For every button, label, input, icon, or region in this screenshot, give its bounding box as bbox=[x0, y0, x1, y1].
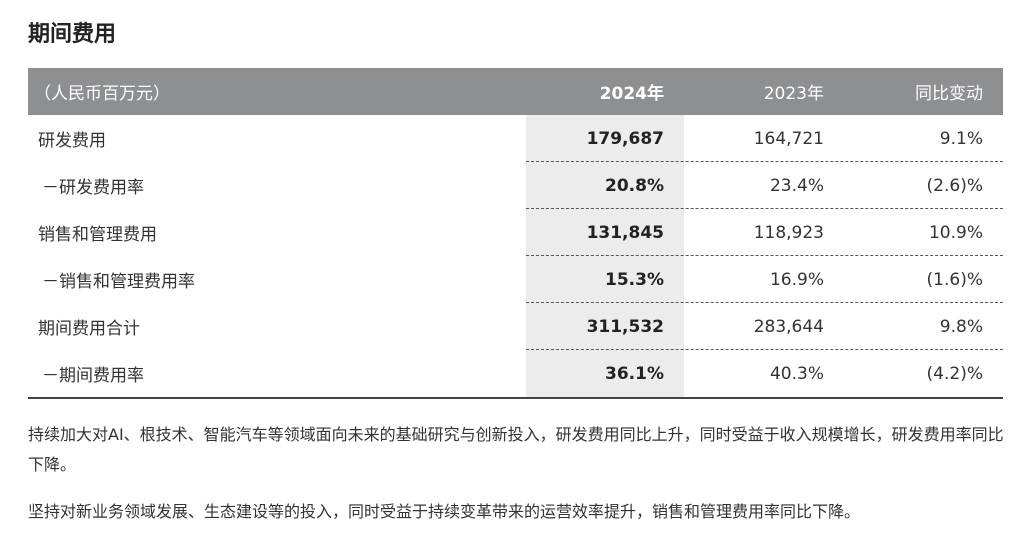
value-2024: 20.8% bbox=[526, 162, 684, 209]
row-label: －期间费用率 bbox=[42, 366, 144, 386]
header-unit: （人民币百万元） bbox=[34, 84, 170, 104]
value-yoy: 9.8% bbox=[939, 316, 983, 337]
value-2024: 179,687 bbox=[526, 115, 684, 162]
row-label: 期间费用合计 bbox=[38, 319, 140, 339]
table-row: 期间费用合计 311,532 283,644 9.8% bbox=[28, 303, 1003, 350]
value-2024: 311,532 bbox=[526, 303, 684, 350]
table-row: 销售和管理费用 131,845 118,923 10.9% bbox=[28, 209, 1003, 256]
value-2024: 131,845 bbox=[526, 209, 684, 256]
paragraph-sales: 坚持对新业务领域发展、生态建设等的投入，同时受益于持续变革带来的运营效率提升，销… bbox=[28, 502, 861, 521]
row-label: －研发费用率 bbox=[42, 178, 144, 198]
value-yoy: 10.9% bbox=[928, 222, 983, 243]
row-label: 研发费用 bbox=[38, 131, 106, 151]
value-2023: 164,721 bbox=[753, 128, 824, 149]
value-2024: 15.3% bbox=[526, 256, 684, 303]
row-label: －销售和管理费用率 bbox=[42, 272, 195, 292]
row-label: 销售和管理费用 bbox=[38, 225, 157, 245]
value-yoy: (1.6)% bbox=[926, 269, 983, 290]
value-2023: 16.9% bbox=[769, 269, 824, 290]
value-2024: 36.1% bbox=[526, 350, 684, 397]
header-yoy: 同比变动 bbox=[915, 84, 983, 104]
table-row: －销售和管理费用率 15.3% 16.9% (1.6)% bbox=[28, 256, 1003, 303]
value-2023: 118,923 bbox=[753, 222, 824, 243]
value-yoy: 9.1% bbox=[939, 128, 983, 149]
section-title: 期间费用 bbox=[28, 22, 117, 47]
header-2023: 2023年 bbox=[763, 84, 824, 104]
value-2023: 23.4% bbox=[769, 175, 824, 196]
table-row: －期间费用率 36.1% 40.3% (4.2)% bbox=[28, 350, 1003, 397]
table-header: （人民币百万元） 2024年 2023年 同比变动 bbox=[28, 68, 1003, 115]
table-bottom-rule bbox=[28, 397, 1003, 399]
value-yoy: (4.2)% bbox=[926, 363, 983, 384]
value-2023: 283,644 bbox=[753, 316, 824, 337]
paragraph-rd: 持续加大对AI、根技术、智能汽车等领域面向未来的基础研究与创新投入，研发费用同比… bbox=[28, 425, 1004, 474]
table-row: －研发费用率 20.8% 23.4% (2.6)% bbox=[28, 162, 1003, 209]
expense-table: （人民币百万元） 2024年 2023年 同比变动 研发费用 179,687 164… bbox=[28, 68, 1003, 399]
table-row: 研发费用 179,687 164,721 9.1% bbox=[28, 115, 1003, 162]
value-2023: 40.3% bbox=[769, 363, 824, 384]
header-2024: 2024年 bbox=[599, 84, 664, 104]
value-yoy: (2.6)% bbox=[926, 175, 983, 196]
